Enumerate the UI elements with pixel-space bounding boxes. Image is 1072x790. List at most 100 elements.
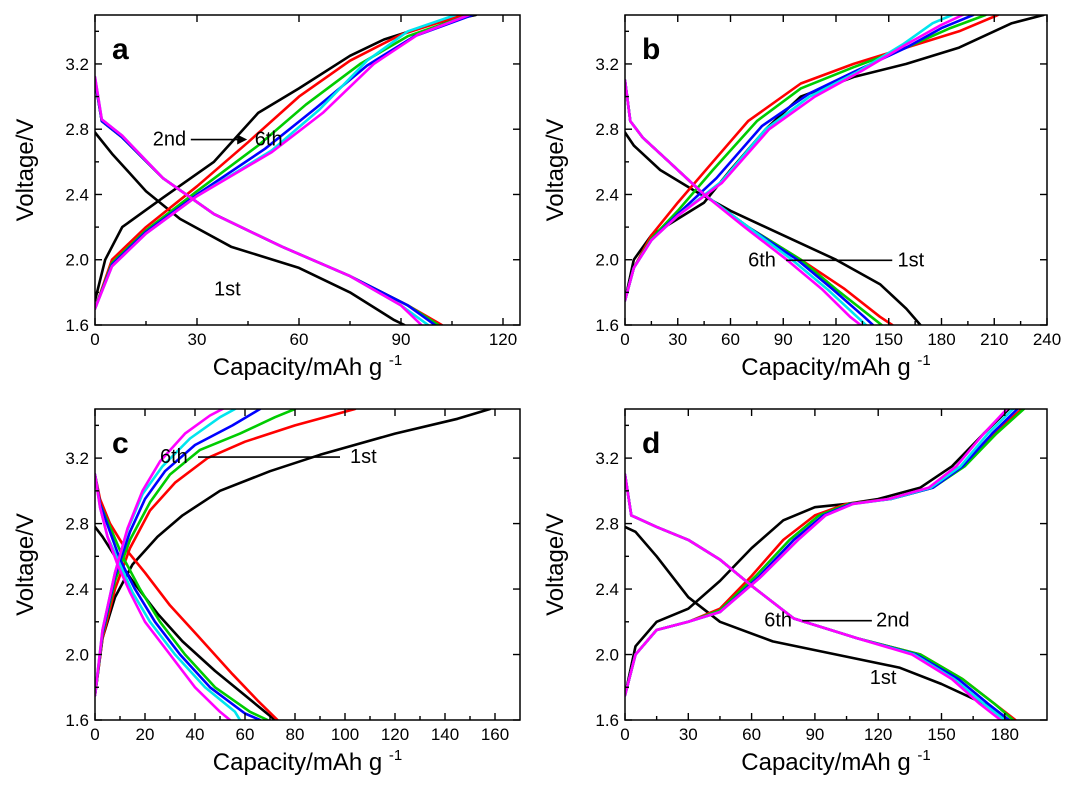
x-tick-label: 90 — [392, 330, 411, 349]
cycle-annotation: 1st — [870, 667, 897, 689]
panel-letter: d — [642, 427, 660, 460]
y-tick-label: 2.0 — [595, 646, 619, 665]
series-4th-discharge — [95, 473, 262, 720]
cycle-annotation: 1st — [214, 279, 241, 301]
y-tick-label: 3.2 — [65, 449, 89, 468]
x-tick-label: 80 — [286, 725, 305, 744]
plot-frame — [624, 14, 1048, 326]
x-tick-label: 180 — [991, 725, 1019, 744]
cycle-annotation: 6th — [255, 129, 283, 151]
panel-a: 0 30 60 90 120 1.6 2.0 2.4 2.8 3.2 Capacity/mAh g … — [12, 14, 521, 381]
x-tick-label: 180 — [927, 330, 955, 349]
x-tick-label: 40 — [186, 725, 205, 744]
x-tick-label: 210 — [980, 330, 1008, 349]
series-1st-charge — [625, 409, 1011, 697]
y-tick-label: 2.4 — [65, 580, 89, 599]
y-tick-label: 1.6 — [595, 316, 619, 335]
x-tick-label: 90 — [805, 725, 824, 744]
y-tick-label: 3.2 — [595, 449, 619, 468]
series-6th-discharge — [625, 473, 1002, 720]
cycle-annotation: 6th — [160, 446, 188, 468]
x-tick-label: 100 — [331, 725, 359, 744]
y-tick-label: 2.8 — [65, 120, 89, 139]
series-6th-discharge — [95, 473, 232, 720]
y-tick-label: 1.6 — [65, 316, 89, 335]
y-tick-label: 2.4 — [595, 185, 619, 204]
x-tick-label: 60 — [290, 330, 309, 349]
cycle-annotation: 2nd — [153, 129, 186, 151]
x-tick-label: 0 — [90, 725, 99, 744]
series-6th-charge — [95, 15, 471, 311]
x-tick-label: 90 — [774, 330, 793, 349]
x-axis-title: Capacity/mAh g -1 — [741, 352, 930, 381]
x-tick-label: 60 — [236, 725, 255, 744]
series-3rd-charge — [625, 15, 987, 302]
panel-d: 0 30 60 90 120 150 180 1.6 2.0 2.4 2.8 3.2 Capacity/… — [542, 408, 1048, 776]
y-tick-label: 3.2 — [595, 55, 619, 74]
series-6th-charge — [625, 409, 1009, 697]
series-2nd-charge — [625, 15, 1000, 302]
y-tick-label: 2.0 — [595, 251, 619, 270]
x-tick-label: 0 — [620, 330, 629, 349]
x-axis-title-sup: -1 — [917, 352, 930, 369]
y-tick-label: 3.2 — [65, 55, 89, 74]
cycle-annotation: 2nd — [876, 610, 909, 632]
annotation-arrowhead — [237, 134, 248, 145]
series-2nd-discharge — [625, 79, 894, 325]
plot-frame — [94, 14, 521, 326]
y-axis-title: Voltage/V — [12, 513, 39, 616]
x-tick-label: 120 — [864, 725, 892, 744]
x-axis-title-sup: -1 — [389, 747, 402, 764]
series-3rd-charge — [95, 15, 471, 311]
x-tick-label: 60 — [742, 725, 761, 744]
series-group — [625, 15, 1045, 325]
x-tick-label: 30 — [188, 330, 207, 349]
series-1st-discharge — [625, 131, 922, 325]
x-tick-label: 150 — [875, 330, 903, 349]
series-1st-charge — [95, 15, 478, 302]
series-2nd-charge — [95, 409, 357, 697]
series-6th-discharge — [625, 79, 862, 325]
y-axis-title: Voltage/V — [12, 119, 39, 222]
x-tick-label: 0 — [90, 330, 99, 349]
series-1st-discharge — [95, 131, 406, 325]
y-tick-label: 2.0 — [65, 646, 89, 665]
cycle-annotation: 6th — [764, 610, 792, 632]
panel-letter: b — [642, 33, 660, 66]
y-tick-label: 1.6 — [595, 711, 619, 730]
series-group — [625, 409, 1026, 720]
x-axis-title-sup: -1 — [389, 352, 402, 369]
y-tick-label: 2.8 — [65, 515, 89, 534]
series-6th-discharge — [95, 75, 423, 325]
x-tick-label: 0 — [620, 725, 629, 744]
x-axis-title: Capacity/mAh g -1 — [213, 352, 402, 381]
cycle-annotation: 6th — [748, 249, 776, 271]
y-axis-title: Voltage/V — [542, 513, 569, 616]
y-tick-label: 2.8 — [595, 120, 619, 139]
y-tick-label: 2.4 — [65, 185, 89, 204]
x-axis-title: Capacity/mAh g -1 — [213, 747, 402, 776]
x-tick-label: 30 — [668, 330, 687, 349]
panel-letter: c — [112, 427, 129, 460]
cycle-annotation: 1st — [898, 249, 925, 271]
y-axis-title: Voltage/V — [542, 119, 569, 222]
series-group — [95, 15, 478, 325]
x-tick-label: 240 — [1033, 330, 1061, 349]
series-1st-discharge — [95, 525, 277, 720]
x-tick-label: 160 — [481, 725, 509, 744]
x-tick-label: 150 — [927, 725, 955, 744]
x-axis-title: Capacity/mAh g -1 — [741, 747, 930, 776]
x-axis-title-sup: -1 — [917, 747, 930, 764]
series-1st-discharge — [625, 525, 1011, 720]
y-tick-label: 2.0 — [65, 251, 89, 270]
y-tick-label: 2.4 — [595, 580, 619, 599]
y-tick-label: 1.6 — [65, 711, 89, 730]
series-4th-discharge — [95, 79, 437, 325]
series-4th-discharge — [625, 473, 1011, 720]
panel-letter: a — [112, 33, 129, 66]
series-5th-discharge — [95, 75, 430, 325]
series-2nd-discharge — [95, 79, 444, 325]
x-tick-label: 20 — [136, 725, 155, 744]
plot-frame — [94, 408, 521, 721]
